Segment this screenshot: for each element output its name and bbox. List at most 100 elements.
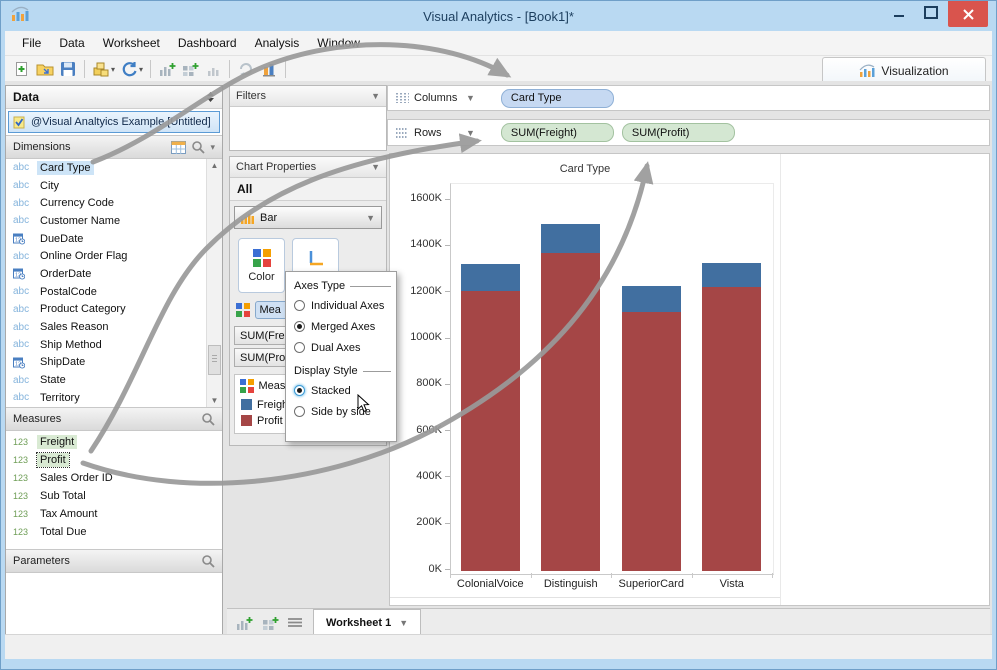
- minimize-button[interactable]: [884, 1, 914, 23]
- dimension-item-orderdate[interactable]: 12 OrderDate: [6, 265, 222, 283]
- menu-dashboard[interactable]: Dashboard: [177, 36, 237, 50]
- field-label: Profit: [36, 452, 70, 468]
- calendar-icon: 12: [13, 356, 33, 369]
- menu-file[interactable]: File: [22, 36, 42, 50]
- 123-type-icon: 123: [13, 491, 29, 501]
- close-button[interactable]: [948, 1, 988, 27]
- refresh-caret[interactable]: ▾: [139, 64, 144, 74]
- measure-names-icon: [236, 303, 250, 317]
- measure-item-total-due[interactable]: 123 Total Due: [6, 523, 222, 541]
- menu-window[interactable]: Window: [317, 36, 360, 50]
- dimension-item-city[interactable]: abc City: [6, 177, 222, 195]
- field-label: OrderDate: [40, 267, 92, 280]
- bar-distinguish[interactable]: [541, 223, 601, 571]
- new-dashboard-button[interactable]: [261, 615, 279, 631]
- highlight-chart-button[interactable]: [258, 58, 280, 80]
- bar-colonialvoice[interactable]: [460, 264, 520, 571]
- menu-analysis[interactable]: Analysis: [254, 36, 300, 50]
- tab-worksheet-1[interactable]: Worksheet 1 ▼: [313, 608, 422, 637]
- data-connection-item[interactable]: @Visual Analtyics Example [Untitled]: [8, 111, 220, 133]
- bar-superiorcard[interactable]: [621, 286, 681, 571]
- measure-item-tax-amount[interactable]: 123 Tax Amount: [6, 505, 222, 523]
- dimensions-list: ▲ ▼ abc Card Type abc City abc Currency Code a…: [6, 159, 222, 407]
- pill-sum-profit[interactable]: SUM(Profit): [621, 123, 735, 142]
- dimensions-scrollbar[interactable]: ▲ ▼: [206, 159, 222, 407]
- radio-icon[interactable]: [294, 406, 305, 417]
- radio-icon[interactable]: [294, 385, 305, 396]
- field-label: Online Order Flag: [40, 250, 128, 263]
- rows-caret[interactable]: ▼: [466, 127, 475, 138]
- maximize-button[interactable]: [916, 1, 946, 23]
- radio-icon[interactable]: [294, 300, 305, 311]
- dimension-item-currency-code[interactable]: abc Currency Code: [6, 194, 222, 212]
- measure-item-freight[interactable]: 123 Freight: [6, 433, 222, 451]
- radio-merged-axes[interactable]: Merged Axes: [294, 316, 396, 337]
- chart-properties-header[interactable]: Chart Properties ▼: [230, 157, 386, 178]
- sheet-list-button[interactable]: [287, 617, 303, 629]
- bar-segment-freight[interactable]: [702, 263, 762, 288]
- dimension-item-customer-name[interactable]: abc Customer Name: [6, 212, 222, 230]
- duplicate-sheet-button[interactable]: [202, 58, 224, 80]
- color-button[interactable]: Color: [238, 238, 285, 293]
- field-label: ShipDate: [40, 356, 86, 369]
- bar-segment-freight[interactable]: [460, 264, 520, 291]
- add-dashboard-button[interactable]: [179, 58, 201, 80]
- dimension-item-shipdate[interactable]: 12 ShipDate: [6, 354, 222, 372]
- scroll-up-icon[interactable]: ▲: [210, 161, 219, 170]
- bar-segment-freight[interactable]: [621, 286, 681, 312]
- add-worksheet-button[interactable]: [156, 58, 178, 80]
- dimension-item-sales-reason[interactable]: abc Sales Reason: [6, 318, 222, 336]
- columns-caret[interactable]: ▼: [466, 93, 475, 103]
- menu-worksheet[interactable]: Worksheet: [102, 36, 160, 50]
- abc-type-icon: abc: [13, 250, 30, 262]
- measure-item-sales-order-id[interactable]: 123 Sales Order ID: [6, 469, 222, 487]
- dimensions-menu-caret[interactable]: ▾: [210, 141, 215, 152]
- search-icon[interactable]: [191, 140, 206, 154]
- save-button[interactable]: [57, 58, 79, 80]
- dimension-item-ship-method[interactable]: abc Ship Method: [6, 336, 222, 354]
- dimension-item-postalcode[interactable]: abc PostalCode: [6, 283, 222, 301]
- refresh-button[interactable]: [118, 58, 140, 80]
- table-view-icon[interactable]: [171, 140, 187, 154]
- dimension-item-online-order-flag[interactable]: abc Online Order Flag: [6, 247, 222, 265]
- bar-segment-freight[interactable]: [541, 223, 601, 253]
- bar-segment-profit[interactable]: [702, 287, 762, 571]
- search-icon[interactable]: [201, 554, 215, 568]
- new-workbook-button[interactable]: [11, 58, 33, 80]
- scrollbar-thumb[interactable]: [208, 345, 221, 375]
- radio-dual-axes[interactable]: Dual Axes: [294, 337, 396, 358]
- dimension-item-product-category[interactable]: abc Product Category: [6, 301, 222, 319]
- bar-segment-profit[interactable]: [621, 311, 681, 571]
- rotate-button[interactable]: [235, 58, 257, 80]
- sort-updown-icon[interactable]: [206, 91, 215, 103]
- data-source-button[interactable]: [90, 58, 112, 80]
- radio-side-by-side[interactable]: Side by side: [294, 401, 396, 422]
- radio-individual-axes[interactable]: Individual Axes: [294, 295, 396, 316]
- search-icon[interactable]: [201, 412, 215, 426]
- radio-stacked[interactable]: Stacked: [294, 380, 396, 401]
- measure-item-profit[interactable]: 123 Profit: [6, 451, 222, 469]
- chart-type-select[interactable]: Bar ▼: [234, 206, 382, 229]
- color-button-label: Color: [248, 270, 275, 283]
- dimension-item-territory[interactable]: abc Territory: [6, 389, 222, 407]
- new-worksheet-button[interactable]: [235, 615, 253, 631]
- worksheet-tab-caret[interactable]: ▼: [399, 617, 409, 628]
- pill-card-type[interactable]: Card Type: [500, 88, 614, 108]
- bar-vista[interactable]: [702, 263, 762, 571]
- mouse-cursor: [357, 393, 370, 418]
- menu-data[interactable]: Data: [59, 36, 85, 50]
- dimension-item-duedate[interactable]: 12 DueDate: [6, 230, 222, 248]
- tab-visualization[interactable]: Visualization: [822, 57, 986, 83]
- bar-segment-profit[interactable]: [460, 290, 520, 571]
- bar-segment-profit[interactable]: [541, 252, 601, 571]
- open-button[interactable]: [34, 58, 56, 80]
- data-source-caret[interactable]: ▾: [111, 64, 116, 74]
- pill-sum-freight[interactable]: SUM(Freight): [500, 123, 614, 142]
- radio-icon[interactable]: [294, 321, 305, 332]
- radio-icon[interactable]: [294, 342, 305, 353]
- dimension-item-state[interactable]: abc State: [6, 371, 222, 389]
- scroll-down-icon[interactable]: ▼: [210, 396, 219, 405]
- filters-header[interactable]: Filters ▼: [230, 86, 386, 107]
- dimension-item-card-type[interactable]: abc Card Type: [6, 159, 222, 177]
- measure-item-sub-total[interactable]: 123 Sub Total: [6, 487, 222, 505]
